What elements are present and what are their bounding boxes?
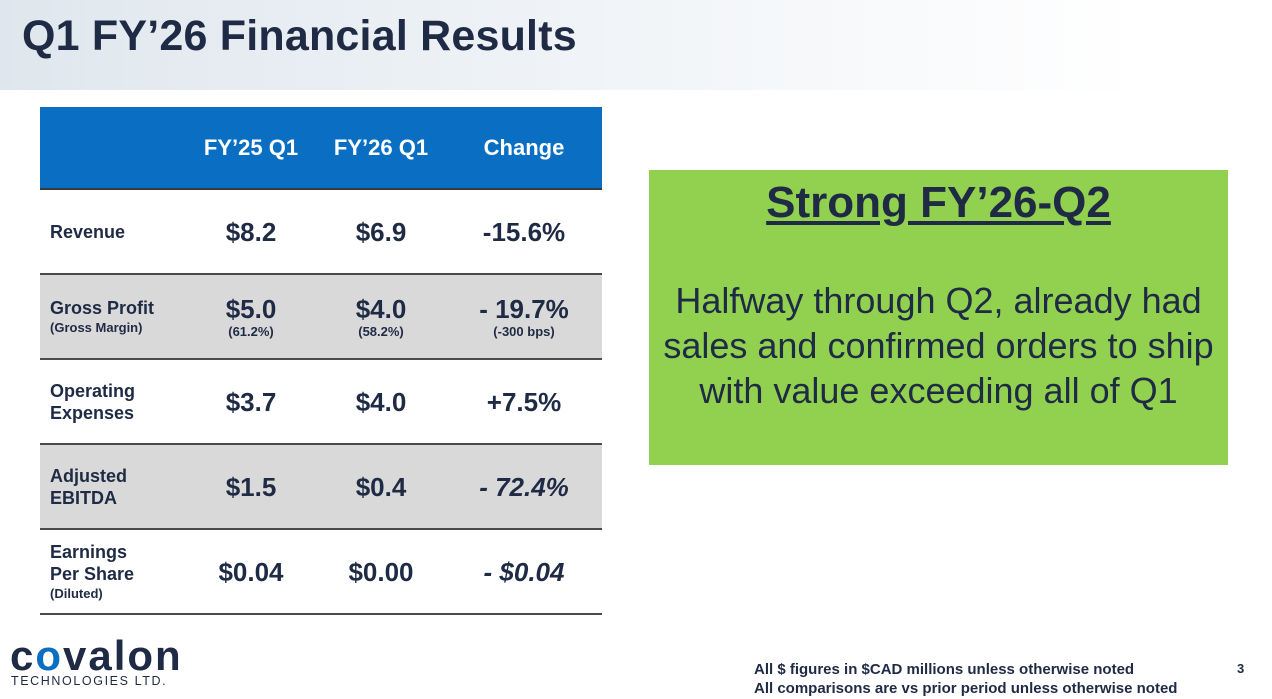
table-row-operating-expenses: Operating Expenses $3.7 $4.0 +7.5%	[40, 359, 602, 445]
row-label: Earnings Per Share	[50, 542, 135, 584]
logo-letter-o: o	[35, 632, 64, 679]
change-cell: +7.5%	[446, 359, 602, 445]
row-label: Adjusted EBITDA	[50, 465, 128, 508]
fy25-cell: $5.0 (61.2%)	[186, 274, 316, 360]
row-label: Revenue	[50, 221, 126, 242]
change-cell: -15.6%	[446, 189, 602, 275]
change-value: +7.5%	[486, 386, 562, 417]
logo-letters-rest: valon	[63, 632, 183, 679]
fy25-value: $5.0	[225, 293, 277, 324]
footnote-currency: All $ figures in $CAD millions unless ot…	[754, 661, 1135, 678]
fy25-value: $8.2	[225, 216, 277, 247]
change-cell: - $0.04	[446, 529, 602, 615]
change-value: -15.6%	[482, 216, 566, 247]
change-cell: - 19.7% (-300 bps)	[446, 274, 602, 360]
fy25-cell: $0.04	[186, 529, 316, 615]
header-cell-change: Change	[446, 107, 602, 190]
fy25-cell: $8.2	[186, 189, 316, 275]
fy25-value: $3.7	[225, 386, 277, 417]
change-value: - $0.04	[483, 556, 565, 587]
logo-subtitle: TECHNOLOGIES LTD.	[11, 674, 168, 688]
row-label-cell: Adjusted EBITDA	[40, 444, 186, 530]
fy25-cell: $3.7	[186, 359, 316, 445]
q2-callout-box: Strong FY’26-Q2 Halfway through Q2, alre…	[649, 170, 1228, 465]
table-row-gross-profit: Gross Profit (Gross Margin) $5.0 (61.2%)…	[40, 274, 602, 360]
fy26-value: $0.4	[355, 471, 407, 502]
callout-heading: Strong FY’26-Q2	[766, 178, 1111, 227]
header-cell-blank	[40, 107, 186, 190]
change-value: - 19.7%	[479, 293, 569, 324]
row-label-cell: Gross Profit (Gross Margin)	[40, 274, 186, 360]
fy25-cell: $1.5	[186, 444, 316, 530]
fy26-subvalue: (58.2%)	[358, 323, 404, 339]
row-label: Operating Expenses	[50, 380, 136, 423]
table-header-row: FY’25 Q1 FY’26 Q1 Change	[40, 107, 602, 190]
page-number: 3	[1237, 661, 1245, 676]
fy26-cell: $0.00	[316, 529, 446, 615]
fy25-value: $1.5	[225, 471, 277, 502]
fy26-cell: $4.0 (58.2%)	[316, 274, 446, 360]
financial-results-table: FY’25 Q1 FY’26 Q1 Change Revenue $8.2 $6…	[40, 107, 602, 615]
header-cell-fy26-q1: FY’26 Q1	[316, 107, 446, 190]
covalon-logo: covalon TECHNOLOGIES LTD.	[10, 633, 200, 693]
fy26-value: $0.00	[348, 556, 414, 587]
row-label-cell: Revenue	[40, 189, 186, 275]
change-value: - 72.4%	[479, 471, 569, 502]
table-row-eps: Earnings Per Share (Diluted) $0.04 $0.00…	[40, 529, 602, 615]
fy26-value: $4.0	[355, 386, 407, 417]
title-band	[0, 0, 1272, 90]
table-row-adjusted-ebitda: Adjusted EBITDA $1.5 $0.4 - 72.4%	[40, 444, 602, 530]
fy26-cell: $4.0	[316, 359, 446, 445]
row-sublabel: (Diluted)	[50, 586, 103, 601]
fy25-subvalue: (61.2%)	[228, 323, 274, 339]
fy26-value: $6.9	[355, 216, 407, 247]
change-subvalue: (-300 bps)	[493, 323, 555, 339]
change-cell: - 72.4%	[446, 444, 602, 530]
footnotes: All $ figures in $CAD millions unless ot…	[754, 660, 1254, 698]
row-label: Gross Profit	[50, 298, 155, 318]
row-label-cell: Operating Expenses	[40, 359, 186, 445]
logo-wordmark: covalon	[10, 633, 183, 679]
callout-body: Halfway through Q2, already had sales an…	[663, 280, 1214, 411]
logo-letter-c: c	[10, 632, 36, 679]
fy26-cell: $0.4	[316, 444, 446, 530]
fy26-cell: $6.9	[316, 189, 446, 275]
fy26-value: $4.0	[355, 293, 407, 324]
row-label-cell: Earnings Per Share (Diluted)	[40, 529, 186, 615]
table-row-revenue: Revenue $8.2 $6.9 -15.6%	[40, 189, 602, 275]
row-sublabel: (Gross Margin)	[50, 320, 143, 335]
page-title: Q1 FY’26 Financial Results	[22, 12, 577, 60]
footnote-comparisons: All comparisons are vs prior period unle…	[754, 680, 1178, 697]
fy25-value: $0.04	[218, 556, 284, 587]
header-cell-fy25-q1: FY’25 Q1	[186, 107, 316, 190]
